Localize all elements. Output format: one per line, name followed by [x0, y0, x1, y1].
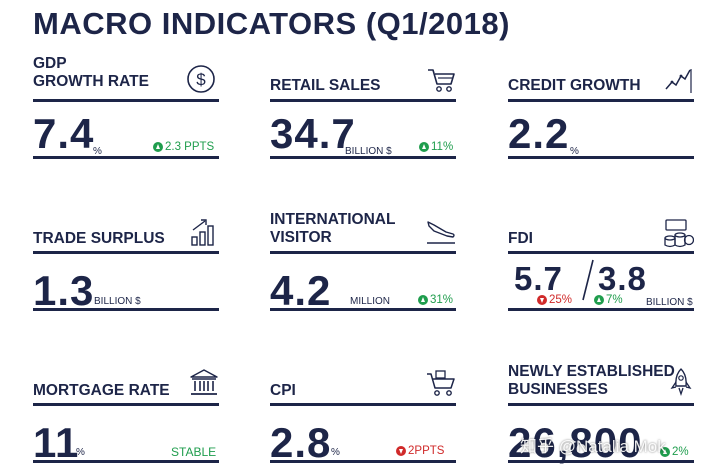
- up-arrow-icon: [419, 142, 429, 152]
- shopping-cart-icon: [428, 69, 455, 92]
- fdi-change-b: 7%: [594, 294, 623, 306]
- cpi-label: CPI: [270, 382, 296, 399]
- up-arrow-icon: [153, 142, 163, 152]
- up-arrow-icon: [594, 295, 604, 305]
- gdp-unit: %: [93, 146, 102, 157]
- cpi-change: 2PPTS: [396, 445, 444, 457]
- up-arrow-icon: [418, 295, 428, 305]
- trade-surplus-label: TRADE SURPLUS: [33, 230, 165, 247]
- credit-growth-unit: %: [570, 146, 579, 157]
- label-line: NEWLY ESTABLISHED: [508, 363, 675, 380]
- retail-sales-value: 34.7: [270, 110, 356, 157]
- rocket-icon: [670, 368, 692, 397]
- international-visitor-change: 31%: [418, 294, 453, 306]
- card-mortgage-rate: MORTGAGE RATE 11 % STABLE: [33, 362, 219, 472]
- fdi-unit: BILLION $: [646, 297, 693, 308]
- mortgage-rate-status: STABLE: [171, 445, 217, 459]
- retail-sales-change: 11%: [419, 141, 453, 153]
- bank-icon: [190, 369, 218, 395]
- label-line: VISITOR: [270, 229, 332, 246]
- bar-growth-icon: [191, 219, 214, 246]
- mortgage-rate-label: MORTGAGE RATE: [33, 382, 170, 399]
- international-visitor-value: 4.2: [270, 267, 332, 314]
- credit-growth-value: 2.2: [508, 110, 570, 157]
- retail-sales-change-text: 11%: [431, 141, 454, 153]
- airplane-landing-icon: [427, 221, 455, 244]
- card-fdi: FDI 5.7 3.8 25% 7% BILLION $: [508, 210, 694, 320]
- cpi-value: 2.8: [270, 419, 332, 466]
- cpi-change-text: 2PPTS: [408, 445, 445, 457]
- label-line: BUSINESSES: [508, 381, 608, 398]
- gdp-change: 2.3 PPTS: [153, 141, 214, 153]
- fdi-value-b: 3.8: [598, 260, 647, 297]
- card-cpi: CPI 2.8 % 2PPTS: [270, 362, 456, 472]
- trade-surplus-value: 1.3: [33, 267, 95, 314]
- card-retail-sales: RETAIL SALES 34.7 BILLION $ 11%: [270, 55, 456, 165]
- fdi-change-b-text: 7%: [606, 294, 623, 306]
- money-stack-icon: [664, 219, 694, 248]
- international-visitor-change-text: 31%: [430, 294, 454, 306]
- dollar-circle-icon: $: [187, 65, 215, 93]
- cpi-unit: %: [331, 447, 340, 458]
- mortgage-rate-value: 11: [33, 419, 80, 466]
- svg-text:$: $: [196, 70, 206, 89]
- card-trade-surplus: TRADE SURPLUS 1.3 BILLION $: [33, 210, 219, 320]
- card-newly-established-businesses: NEWLY ESTABLISHED BUSINESSES 26,800 2%: [508, 362, 694, 472]
- value-divider: [582, 259, 594, 301]
- mortgage-rate-unit: %: [76, 447, 85, 458]
- newly-established-businesses-change: 2%: [660, 446, 689, 458]
- newly-established-businesses-value: 26,800: [508, 419, 643, 466]
- down-arrow-icon: [537, 295, 547, 305]
- retail-sales-unit: BILLION $: [345, 146, 392, 157]
- fdi-value-a: 5.7: [514, 260, 563, 297]
- label-line: GDP: [33, 55, 67, 72]
- label-line: GROWTH RATE: [33, 73, 149, 90]
- label-line: INTERNATIONAL: [270, 211, 396, 228]
- fdi-label: FDI: [508, 230, 533, 247]
- newly-established-businesses-change-text: 2%: [672, 446, 689, 458]
- gdp-change-text: 2.3 PPTS: [165, 141, 215, 153]
- retail-sales-label: RETAIL SALES: [270, 77, 381, 94]
- international-visitor-unit: MILLION: [350, 296, 391, 307]
- watermark: 知乎 @Natalia Mok: [520, 437, 666, 456]
- trade-surplus-unit: BILLION $: [94, 296, 141, 307]
- line-chart-icon: [665, 69, 692, 93]
- credit-growth-label: CREDIT GROWTH: [508, 77, 641, 94]
- card-gdp-growth-rate: GDP GROWTH RATE $ 7.4 % 2.3 PPTS: [33, 55, 219, 165]
- up-arrow-icon: [660, 447, 670, 457]
- cart-basket-icon: [427, 370, 455, 396]
- gdp-value: 7.4: [33, 110, 95, 157]
- down-arrow-icon: [396, 446, 406, 456]
- page-title: MACRO INDICATORS (Q1/2018): [33, 6, 510, 41]
- card-international-visitor: INTERNATIONAL VISITOR 4.2 MILLION 31%: [270, 210, 456, 320]
- fdi-change-a: 25%: [537, 294, 572, 306]
- fdi-change-a-text: 25%: [549, 294, 573, 306]
- card-credit-growth: CREDIT GROWTH 2.2 %: [508, 55, 694, 165]
